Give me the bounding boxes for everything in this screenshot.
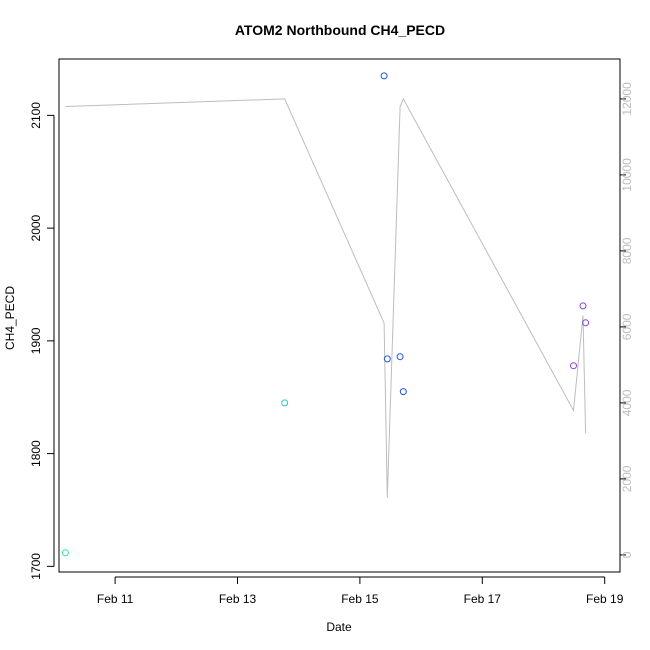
data-point xyxy=(61,549,69,557)
y-tick-label: 1700 xyxy=(29,553,43,580)
data-point xyxy=(399,388,407,396)
right-y-tick-label: 10000 xyxy=(620,158,634,192)
right-y-tick-label: 0 xyxy=(620,551,634,558)
right-y-tick-label: 8000 xyxy=(620,237,634,264)
plot-area-frame xyxy=(58,58,621,573)
data-point xyxy=(281,399,289,407)
x-axis-label: Date xyxy=(326,620,352,634)
right-y-tick-label: 6000 xyxy=(620,313,634,340)
x-tick-label: Feb 17 xyxy=(464,592,502,606)
y-axis-label: CH4_PECD xyxy=(3,286,17,350)
right-y-axis: 0 2000 4000 6000 8000 10000 12000 xyxy=(619,82,634,558)
data-point xyxy=(570,362,577,370)
altitude-line-layer xyxy=(65,97,587,498)
altitude-line xyxy=(65,97,587,498)
y-tick-label: 1800 xyxy=(29,440,43,467)
data-point xyxy=(396,353,404,361)
y-tick-label: 2000 xyxy=(29,214,43,241)
data-points-layer xyxy=(61,72,590,557)
x-tick-label: Feb 11 xyxy=(97,592,134,606)
y-tick-label: 2100 xyxy=(29,102,43,129)
x-axis: Feb 11 Feb 13 Feb 15 Feb 17 Feb 19 xyxy=(97,576,624,606)
chart-title: ATOM2 Northbound CH4_PECD xyxy=(235,22,445,38)
x-tick-label: Feb 13 xyxy=(219,592,257,606)
right-y-tick-label: 12000 xyxy=(620,82,634,116)
x-tick-label: Feb 19 xyxy=(586,592,624,606)
data-point xyxy=(579,302,587,310)
data-point xyxy=(582,319,590,327)
right-y-tick-label: 2000 xyxy=(620,465,634,492)
y-axis: 1700 1800 1900 2000 2100 xyxy=(29,102,55,580)
x-tick-label: Feb 15 xyxy=(341,592,379,606)
data-point xyxy=(380,72,388,80)
right-y-tick-label: 4000 xyxy=(620,389,634,416)
y-tick-label: 1900 xyxy=(29,327,43,354)
data-point xyxy=(383,355,391,363)
